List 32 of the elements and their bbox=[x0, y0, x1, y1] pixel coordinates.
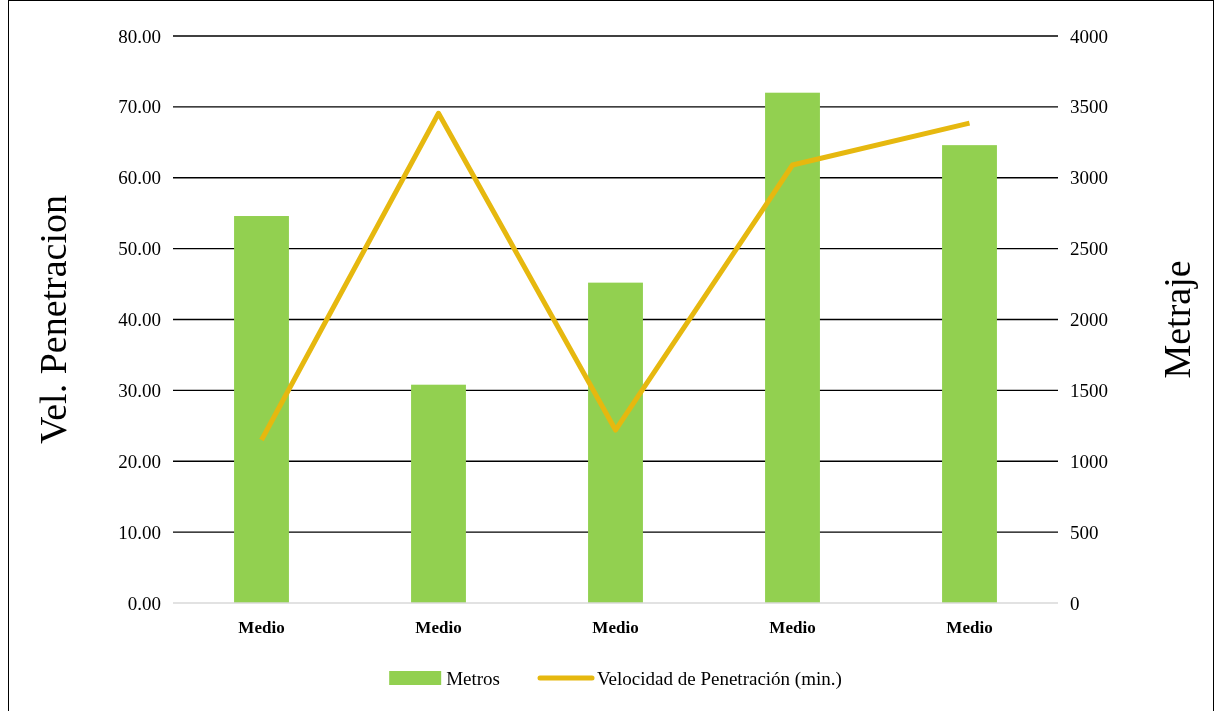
y-tick-label: 20.00 bbox=[118, 450, 161, 472]
y2-tick-label: 3000 bbox=[1070, 167, 1108, 189]
y-tick-label: 10.00 bbox=[118, 521, 161, 543]
bar bbox=[411, 384, 466, 603]
legend-label: Velocidad de Penetración (min.) bbox=[597, 668, 842, 690]
bar bbox=[942, 145, 997, 603]
y-tick-label: 60.00 bbox=[118, 167, 161, 189]
y2-tick-label: 0 bbox=[1070, 592, 1080, 614]
bar bbox=[588, 282, 643, 603]
y-tick-label: 0.00 bbox=[127, 592, 161, 614]
x-tick-label: Medio bbox=[946, 618, 993, 638]
x-tick-label: Medio bbox=[592, 618, 639, 638]
y2-tick-label: 3500 bbox=[1070, 96, 1108, 118]
x-tick-label: Medio bbox=[415, 618, 462, 638]
y2-tick-label: 1000 bbox=[1070, 450, 1108, 472]
y2-tick-label: 500 bbox=[1070, 521, 1099, 543]
legend-label: Metros bbox=[446, 668, 501, 689]
y-tick-label: 50.00 bbox=[118, 238, 161, 260]
y2-axis-title: Metraje bbox=[1156, 260, 1198, 379]
y-tick-label: 70.00 bbox=[118, 96, 161, 118]
y-tick-label: 30.00 bbox=[118, 379, 161, 401]
y2-tick-label: 2500 bbox=[1070, 238, 1108, 260]
bar bbox=[234, 216, 289, 603]
x-tick-label: Medio bbox=[769, 618, 816, 638]
y-tick-label: 40.00 bbox=[118, 309, 161, 331]
y-tick-label: 80.00 bbox=[118, 25, 161, 47]
y2-tick-label: 4000 bbox=[1070, 25, 1108, 47]
x-tick-label: Medio bbox=[238, 618, 285, 638]
y2-tick-label: 1500 bbox=[1070, 379, 1108, 401]
y-axis-title: Vel. Penetracion bbox=[32, 194, 74, 445]
y2-tick-label: 2000 bbox=[1070, 309, 1108, 331]
bar bbox=[765, 92, 820, 603]
